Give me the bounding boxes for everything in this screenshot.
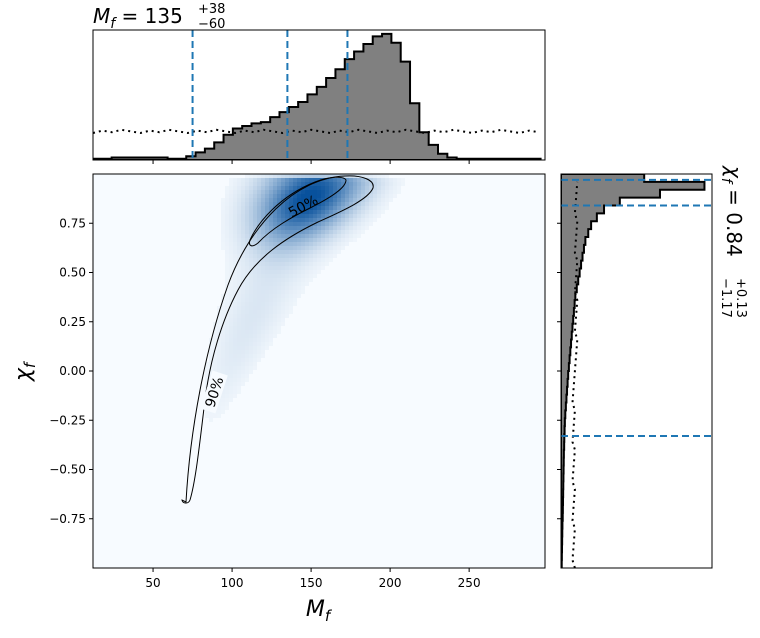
y-tick-label: 0.50 bbox=[59, 266, 86, 280]
x-tick-label: 100 bbox=[221, 576, 244, 590]
y-tick-label: −0.75 bbox=[49, 512, 86, 526]
y-tick-label: −0.50 bbox=[49, 463, 86, 477]
y-tick-label: 0.25 bbox=[59, 315, 86, 329]
x-summary-title: Mf = 135 bbox=[93, 4, 183, 32]
x-axis-ticks: 50 100 150 200 250 bbox=[145, 160, 481, 590]
x-tick-label: 150 bbox=[300, 576, 323, 590]
y-summary-lower: −1.17 bbox=[718, 278, 733, 318]
y-summary-upper: +0.13 bbox=[733, 278, 748, 318]
x-axis-label: Mf bbox=[306, 597, 333, 625]
credible-contours bbox=[181, 175, 374, 504]
x-marginal-histogram bbox=[93, 32, 542, 160]
density-heatmap bbox=[205, 174, 405, 422]
x-summary-upper: +38 bbox=[198, 2, 225, 17]
x-tick-label: 250 bbox=[458, 576, 481, 590]
x-summary-lower: −60 bbox=[198, 17, 225, 32]
y-tick-label: 0.75 bbox=[59, 216, 86, 230]
y-prior-line bbox=[571, 181, 579, 568]
contour-50 bbox=[249, 176, 347, 247]
x-prior-line bbox=[93, 128, 539, 135]
y-axis-ticks: −0.75 −0.50 −0.25 0.00 0.25 0.50 0.75 bbox=[49, 216, 561, 526]
contour-90 bbox=[181, 175, 374, 504]
y-summary-title: χf = 0.84 +0.13 −1.17 bbox=[718, 165, 748, 318]
x-tick-label: 50 bbox=[145, 576, 160, 590]
x-marginal-frame bbox=[92, 29, 546, 161]
svg-text:χf = 0.84: χf = 0.84 bbox=[718, 165, 746, 257]
y-tick-label: 0.00 bbox=[59, 364, 86, 378]
y-marginal-histogram bbox=[561, 174, 706, 568]
y-tick-label: −0.25 bbox=[49, 413, 86, 427]
x-tick-label: 200 bbox=[379, 576, 402, 590]
y-axis-label: χf bbox=[11, 360, 39, 382]
